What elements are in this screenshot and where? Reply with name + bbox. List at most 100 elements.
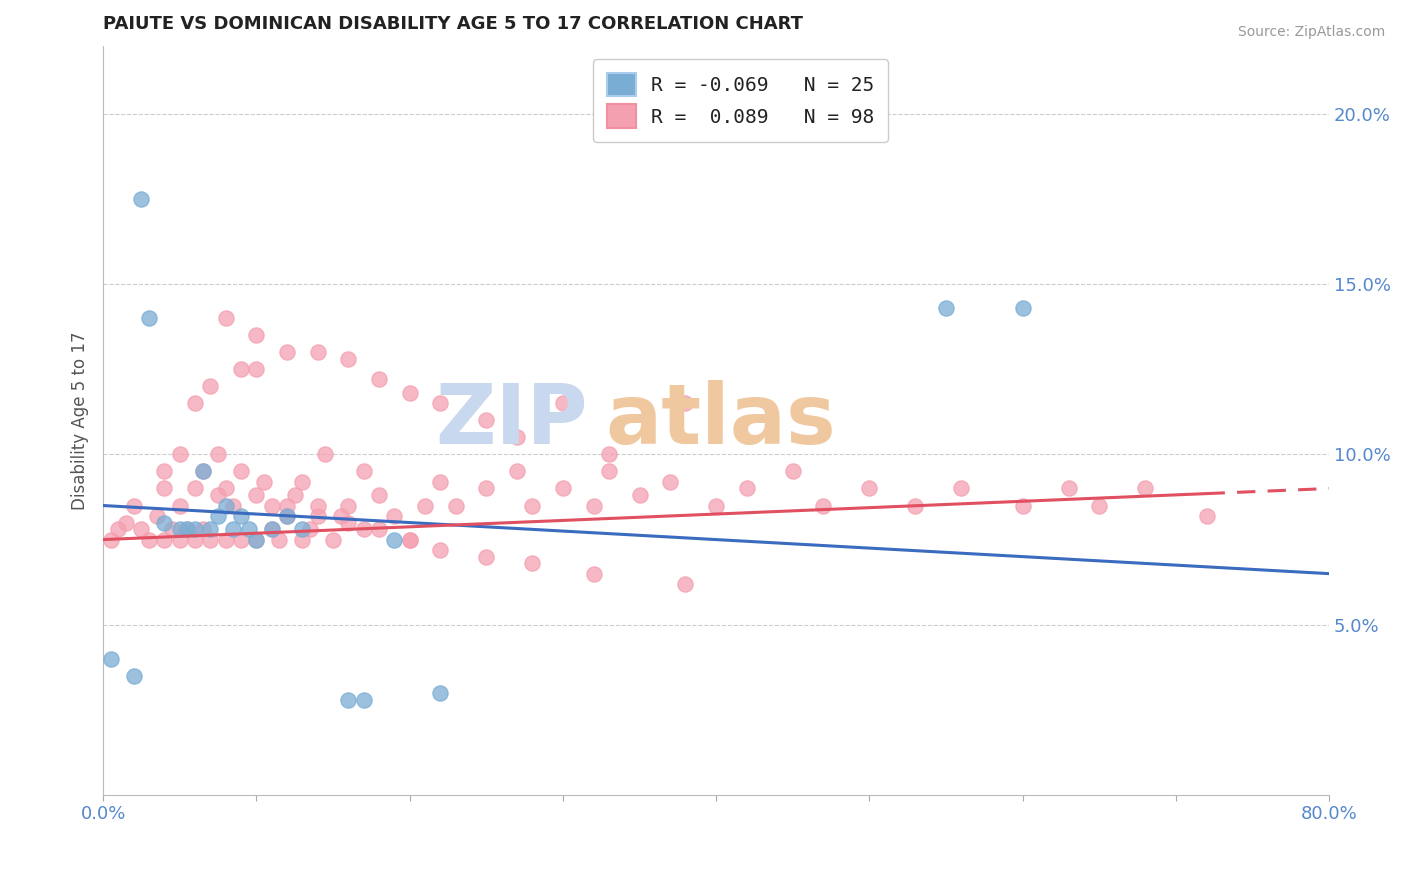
Text: ZIP: ZIP (434, 380, 588, 461)
Point (145, 508, 167, 523)
Point (238, 522, 260, 536)
Point (215, 482, 238, 496)
Point (200, 522, 222, 536)
Point (215, 311, 238, 326)
Point (582, 499, 605, 513)
Point (506, 430, 529, 444)
Legend: R = -0.069   N = 25, R =  0.089   N = 98: R = -0.069 N = 25, R = 0.089 N = 98 (593, 59, 889, 142)
Point (222, 522, 245, 536)
Point (322, 533, 344, 547)
Point (131, 192, 153, 206)
Point (353, 692, 375, 706)
Point (904, 499, 927, 513)
Point (169, 522, 191, 536)
Point (950, 482, 973, 496)
Point (353, 465, 375, 479)
Point (551, 482, 574, 496)
Point (398, 386, 420, 401)
Point (245, 328, 267, 343)
Point (276, 345, 298, 359)
Point (191, 465, 214, 479)
Point (413, 499, 436, 513)
Point (813, 499, 835, 513)
Point (215, 499, 238, 513)
Point (382, 508, 405, 523)
Point (291, 475, 314, 489)
Point (176, 522, 198, 536)
Point (935, 301, 957, 315)
Point (598, 447, 620, 461)
Point (429, 396, 451, 410)
Point (200, 533, 222, 547)
Point (337, 692, 360, 706)
Point (176, 522, 198, 536)
Point (153, 516, 176, 530)
Point (1135, 482, 1157, 496)
Point (169, 447, 191, 461)
Point (475, 549, 498, 564)
Point (153, 482, 176, 496)
Point (337, 516, 360, 530)
Point (1011, 499, 1033, 513)
Point (506, 465, 529, 479)
Point (522, 557, 544, 571)
Point (245, 488, 267, 502)
Point (184, 533, 207, 547)
Point (229, 508, 252, 523)
Point (229, 533, 252, 547)
Point (429, 542, 451, 557)
Point (429, 686, 451, 700)
Point (858, 482, 880, 496)
Point (229, 465, 252, 479)
Point (628, 488, 651, 502)
Point (260, 522, 283, 536)
Point (1088, 499, 1111, 513)
Point (191, 522, 214, 536)
Point (269, 533, 291, 547)
Point (122, 499, 145, 513)
Point (337, 499, 360, 513)
Point (276, 508, 298, 523)
Point (138, 311, 160, 326)
Point (253, 475, 276, 489)
Point (598, 465, 620, 479)
Point (222, 499, 245, 513)
Point (153, 533, 176, 547)
Point (169, 533, 191, 547)
Point (398, 533, 420, 547)
Point (735, 482, 758, 496)
Y-axis label: Disability Age 5 to 17: Disability Age 5 to 17 (72, 331, 89, 509)
Point (138, 533, 160, 547)
Point (115, 516, 138, 530)
Point (475, 482, 498, 496)
Point (314, 447, 336, 461)
Text: atlas: atlas (606, 380, 837, 461)
Point (444, 499, 467, 513)
Point (675, 396, 697, 410)
Point (329, 508, 352, 523)
Point (382, 533, 405, 547)
Point (260, 499, 283, 513)
Point (191, 465, 214, 479)
Point (475, 413, 498, 427)
Point (307, 499, 329, 513)
Point (1195, 508, 1218, 523)
Point (704, 499, 727, 513)
Point (284, 488, 307, 502)
Point (522, 499, 544, 513)
Point (307, 508, 329, 523)
Point (207, 488, 229, 502)
Point (1057, 482, 1080, 496)
Point (107, 522, 129, 536)
Point (307, 345, 329, 359)
Point (298, 522, 321, 536)
Point (368, 372, 391, 386)
Point (184, 396, 207, 410)
Point (169, 499, 191, 513)
Point (160, 522, 183, 536)
Point (353, 522, 375, 536)
Point (368, 522, 391, 536)
Point (245, 533, 267, 547)
Point (368, 488, 391, 502)
Point (429, 475, 451, 489)
